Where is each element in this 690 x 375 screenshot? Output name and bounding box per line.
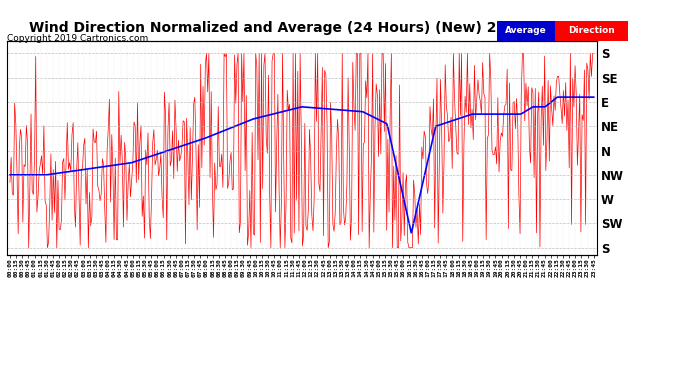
Text: Average: Average [505,26,547,36]
Text: Copyright 2019 Cartronics.com: Copyright 2019 Cartronics.com [7,34,148,43]
Text: Wind Direction Normalized and Average (24 Hours) (New) 20190730: Wind Direction Normalized and Average (2… [29,21,564,34]
Text: Direction: Direction [569,26,615,36]
